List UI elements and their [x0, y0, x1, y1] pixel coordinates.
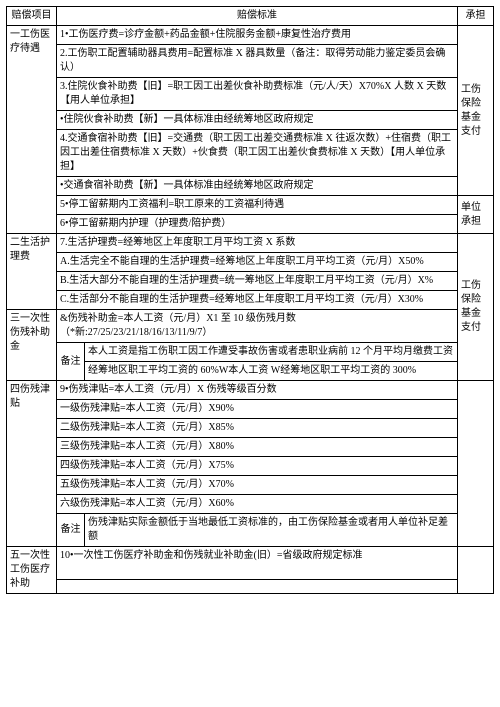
- hdr-item: 赔偿项目: [7, 7, 57, 26]
- s4-title: 四伤残津贴: [7, 381, 57, 547]
- hdr-standard: 赔偿标准: [57, 7, 458, 26]
- s3-r1: &伤残补助金=本人工资（元/月）X1 至 10 级伤残月数 （*新:27/25/…: [57, 310, 458, 343]
- s2-title: 二生活护理费: [7, 234, 57, 310]
- s3-r1b: （*新:27/25/23/21/18/16/13/11/9/7）: [60, 326, 454, 340]
- s1-r2: 2.工伤职工配置辅助器具费用=配置标准 X 器具数量（备注：取得劳动能力鉴定委员…: [57, 45, 458, 78]
- s1-title: 一工伤医疗待遇: [7, 26, 57, 234]
- s1-bearer1: 工伤保险基金支付: [458, 26, 494, 196]
- s5-bearer: [458, 547, 494, 594]
- s4-g3: 三级伤残津贴=本人工资（元/月）X80%: [57, 438, 458, 457]
- s4-g1: 一级伤残津贴=本人工资（元/月）X90%: [57, 400, 458, 419]
- s3-title: 三一次性伤残补助金: [7, 310, 57, 381]
- s3-r1a: &伤残补助金=本人工资（元/月）X1 至 10 级伤残月数: [60, 312, 454, 326]
- s1-r3: 3.住院伙食补助费【旧】=职工因工出差伙食补助费标准（元/人/天）X70%X 人…: [57, 78, 458, 111]
- s4-note: 伤残津贴实际金额低于当地最低工资标准的，由工伤保险基金或者用人单位补足差额: [85, 514, 458, 547]
- s5-r1: 10•一次性工伤医疗补助金和伤残就业补助金(旧）=省级政府规定标准: [57, 547, 458, 580]
- s4-bearer: [458, 381, 494, 547]
- s4-g4: 四级伤残津贴=本人工资（元/月）X75%: [57, 457, 458, 476]
- s4-note-lbl: 备注: [57, 514, 85, 547]
- s1-r6: •交通食宿补助费【新】一具体标准由经统筹地区政府规定: [57, 177, 458, 196]
- s3-bearer: 工伤保险基金支付: [458, 234, 494, 381]
- compensation-table: 赔偿项目 赔偿标准 承担 一工伤医疗待遇 1•工伤医疗费=诊疗金额+药品金额+住…: [6, 6, 494, 594]
- s4-r1: 9•伤残津贴=本人工资（元/月）X 伤残等级百分数: [57, 381, 458, 400]
- s2-r2: A.生活完全不能自理的生活护理费=经筹地区上年度职工月平均工资（元/月）X50%: [57, 253, 458, 272]
- header-row: 赔偿项目 赔偿标准 承担: [7, 7, 494, 26]
- s5-empty: [57, 580, 458, 594]
- s1-r8: 6•停工留薪期内护理（护理费/陪护费）: [57, 215, 458, 234]
- s4-g2: 二级伤残津贴=本人工资（元/月）X85%: [57, 419, 458, 438]
- hdr-bearer: 承担: [458, 7, 494, 26]
- s1-r1: 1•工伤医疗费=诊疗金额+药品金额+住院服务金额+康复性治疗费用: [57, 26, 458, 45]
- s2-r3: B.生活大部分不能自理的生活护理费=统一筹地区上年度职工月平均工资（元/月）X%: [57, 272, 458, 291]
- s1-r4: •住院伙食补助费【新】一具体标准由经统筹地区政府规定: [57, 111, 458, 130]
- s5-title: 五一次性工伤医疗补助: [7, 547, 57, 594]
- s4-g6: 六级伤残津贴=本人工资（元/月）X60%: [57, 495, 458, 514]
- s3-note-b: 经筹地区职工平均工资的 60%W本人工资 W经筹地区职工平均工资的 300%: [85, 362, 458, 381]
- s1-r5: 4.交通食宿补助费【旧】=交通费（职工因工出差交通费标准 X 往返次数）+住宿费…: [57, 130, 458, 177]
- s1-r7: 5•停工留薪期内工资福利=职工原来的工资福利待遇: [57, 196, 458, 215]
- s3-note-a: 本人工资是指工伤职工因工作遭受事故伤害或者患职业病前 12 个月平均月缴费工资: [85, 343, 458, 362]
- s1-bearer2: 单位承担: [458, 196, 494, 234]
- s4-g5: 五级伤残津贴=本人工资（元/月）X70%: [57, 476, 458, 495]
- s2-r1: 7.生活护理费=经筹地区上年度职工月平均工资 X 系数: [57, 234, 458, 253]
- s2-r4: C.生活部分不能自理的生活护理费=经筹地区上年度职工月平均工资（元/月）X30%: [57, 291, 458, 310]
- s3-note-lbl: 备注: [57, 343, 85, 381]
